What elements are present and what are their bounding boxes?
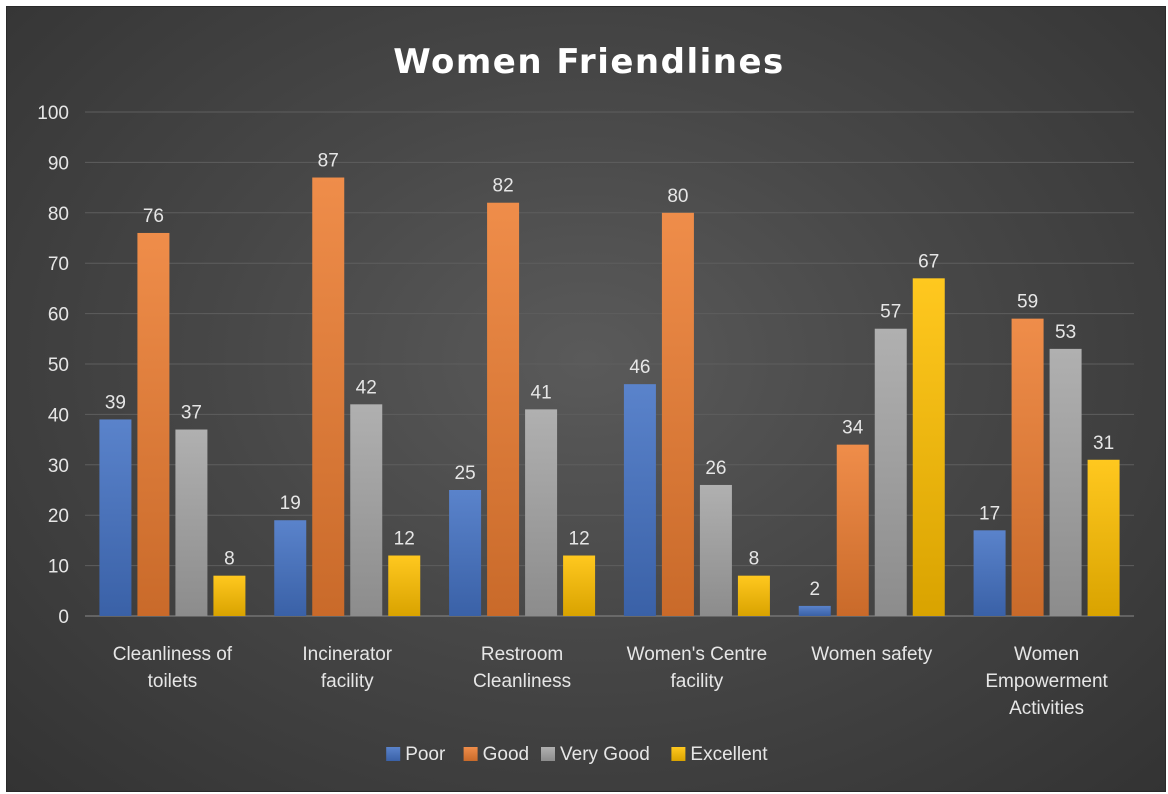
y-tick-label: 50: [48, 355, 69, 376]
category-label: facility: [321, 671, 374, 692]
bar-very-good: [874, 328, 907, 616]
bar-chart: Women Friendlines 0 10 20 30 40 50 60 70 80 90 100…: [37, 42, 1134, 765]
y-tick-label: 60: [48, 305, 69, 326]
data-label: 39: [105, 392, 126, 413]
data-label: 34: [842, 418, 864, 439]
data-label: 53: [1055, 322, 1076, 343]
bar-poor: [973, 530, 1006, 616]
y-tick-label: 100: [37, 103, 69, 124]
bar-good: [487, 202, 520, 616]
legend-swatch-excellent: [671, 747, 686, 761]
category-label: Women safety: [811, 644, 933, 665]
data-label: 67: [918, 251, 939, 272]
data-label: 8: [749, 549, 760, 570]
data-label: 25: [455, 463, 476, 484]
data-label: 12: [569, 529, 590, 550]
category-label: toilets: [148, 671, 198, 692]
category-label: Activities: [1009, 698, 1084, 719]
data-label: 80: [667, 186, 688, 207]
bar-very-good: [699, 484, 732, 616]
legend-label-excellent: Excellent: [690, 744, 768, 765]
category-label: Restroom: [481, 644, 563, 665]
data-label: 37: [181, 403, 202, 424]
legend-label-very-good: Very Good: [560, 744, 650, 765]
bar-excellent: [388, 555, 421, 616]
category-label: facility: [671, 671, 724, 692]
category-label: Women's Centre: [627, 644, 768, 665]
data-label: 42: [356, 377, 377, 398]
bar-good: [661, 212, 694, 617]
bar-poor: [798, 605, 831, 616]
y-tick-label: 30: [48, 456, 69, 477]
bar-excellent: [737, 575, 770, 616]
bar-excellent: [912, 278, 945, 616]
data-label: 76: [143, 206, 164, 227]
bar-very-good: [1049, 348, 1082, 616]
data-label: 57: [880, 302, 901, 323]
legend-swatch-poor: [386, 747, 401, 761]
y-tick-label: 10: [48, 557, 69, 578]
y-tick-label: 40: [48, 405, 69, 426]
bar-excellent: [1087, 459, 1120, 616]
data-label: 8: [224, 549, 235, 570]
bar-very-good: [350, 404, 383, 616]
data-label: 41: [531, 382, 552, 403]
data-label: 12: [394, 529, 415, 550]
bar-poor: [274, 520, 307, 616]
chart-area: Women Friendlines 0 10 20 30 40 50 60 70 80 90 100…: [6, 6, 1166, 792]
legend-label-poor: Poor: [405, 744, 446, 765]
y-tick-label: 80: [48, 204, 69, 225]
y-tick-label: 90: [48, 153, 69, 174]
bars: [99, 177, 1120, 617]
data-label: 59: [1017, 292, 1038, 313]
bar-good: [1011, 318, 1044, 616]
bar-poor: [623, 384, 656, 616]
data-label: 26: [705, 458, 726, 479]
y-axis-ticks: 0 10 20 30 40 50 60 70 80 90 100: [37, 103, 69, 628]
bar-excellent: [563, 555, 596, 616]
data-label: 31: [1093, 433, 1114, 454]
data-label: 82: [493, 176, 514, 197]
bar-good: [137, 232, 170, 616]
data-label: 87: [318, 151, 339, 172]
bar-very-good: [525, 409, 558, 616]
data-labels: 3976378198742122582411246802682345767175…: [105, 151, 1114, 600]
bar-good: [312, 177, 345, 616]
bar-poor: [449, 490, 482, 616]
gridlines: [85, 111, 1134, 617]
bar-excellent: [213, 575, 246, 616]
y-tick-label: 20: [48, 506, 69, 527]
legend-swatch-very-good: [541, 747, 555, 761]
y-tick-label: 0: [58, 607, 69, 628]
y-tick-label: 70: [48, 254, 69, 275]
x-axis-categories: Cleanliness of toilets Incinerator facility…: [113, 644, 1109, 719]
bar-good: [836, 444, 869, 616]
category-label: Women: [1014, 644, 1079, 665]
legend-swatch-good: [463, 747, 478, 761]
bar-poor: [99, 419, 132, 616]
category-label: Cleanliness: [473, 671, 571, 692]
data-label: 2: [809, 579, 820, 600]
category-label: Empowerment: [985, 671, 1108, 692]
data-label: 17: [979, 503, 1000, 524]
legend: Poor Good Very Good Excellent: [386, 744, 768, 765]
bar-very-good: [175, 429, 208, 616]
chart-title: Women Friendlines: [393, 42, 785, 82]
legend-label-good: Good: [483, 744, 529, 765]
data-label: 46: [629, 357, 650, 378]
category-label: Incinerator: [302, 644, 392, 665]
data-label: 19: [280, 493, 301, 514]
category-label: Cleanliness of: [113, 644, 233, 665]
